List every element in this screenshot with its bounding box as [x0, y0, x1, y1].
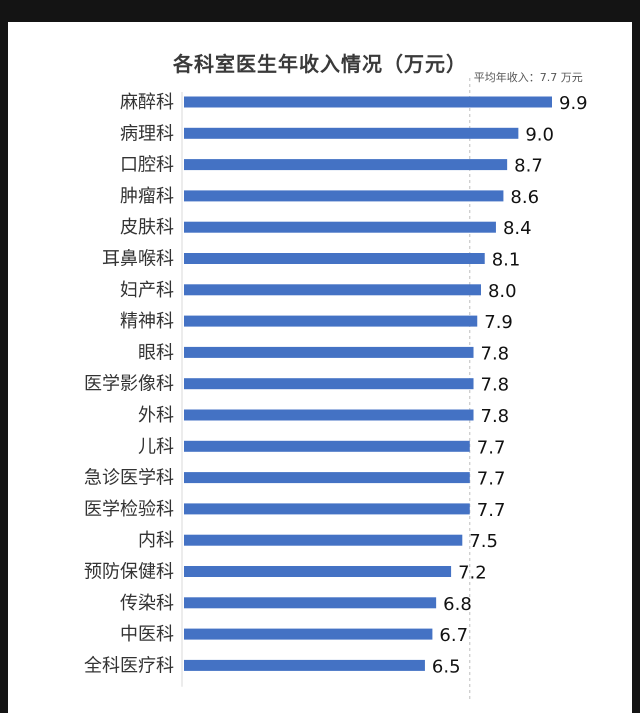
bar: [184, 659, 425, 671]
bar: [184, 190, 504, 202]
data-label: 8.0: [488, 281, 517, 302]
category-label: 中医科: [120, 624, 174, 645]
average-label: 平均年收入：7.7 万元: [474, 70, 583, 84]
data-label: 6.8: [443, 594, 472, 615]
category-label: 外科: [138, 405, 174, 426]
bar: [184, 127, 519, 139]
category-label: 皮肤科: [120, 217, 174, 238]
bar: [184, 159, 508, 171]
category-label: 预防保健科: [84, 562, 174, 583]
category-label: 病理科: [120, 123, 174, 144]
bar: [184, 472, 470, 484]
category-label: 全科医疗科: [84, 655, 174, 676]
category-label: 精神科: [120, 311, 174, 332]
data-label: 7.9: [484, 312, 513, 333]
data-label: 7.7: [477, 469, 506, 490]
data-label: 8.4: [503, 218, 532, 239]
chart-title: 各科室医生年收入情况（万元）: [173, 52, 467, 76]
category-label: 耳鼻喉科: [102, 249, 174, 270]
bar: [184, 346, 474, 358]
data-label: 7.2: [458, 563, 487, 584]
bar: [184, 409, 474, 421]
data-label: 7.8: [481, 343, 510, 364]
bar: [184, 221, 496, 233]
category-label: 医学影像科: [84, 374, 174, 395]
data-label: 8.6: [510, 187, 539, 208]
data-label: 9.0: [525, 124, 554, 145]
bar: [184, 597, 437, 609]
bar: [184, 503, 470, 515]
data-label: 7.7: [477, 437, 506, 458]
data-label: 7.8: [481, 406, 510, 427]
bar: [184, 628, 433, 640]
category-label: 急诊医学科: [84, 468, 174, 489]
data-label: 7.5: [469, 531, 498, 552]
category-label: 口腔科: [120, 155, 174, 176]
chart-card: 各科室医生年收入情况（万元） 平均年收入：7.7 万元麻醉科 9.9 病理科 9.0 口…: [8, 22, 632, 713]
data-label: 8.1: [492, 250, 521, 271]
bar: [184, 284, 481, 296]
data-label: 7.8: [481, 375, 510, 396]
data-label: 7.7: [477, 500, 506, 521]
bar: [184, 96, 552, 108]
bar: [184, 534, 463, 546]
bar: [184, 566, 452, 577]
data-label: 9.9: [559, 93, 588, 114]
category-label: 肿瘤科: [120, 186, 174, 207]
category-label: 眼科: [138, 342, 174, 363]
category-label: 儿科: [138, 436, 174, 457]
category-label: 传染科: [120, 593, 174, 614]
category-label: 麻醉科: [120, 92, 174, 113]
bar: [184, 440, 470, 452]
category-label: 医学检验科: [84, 499, 174, 520]
bar: [184, 253, 485, 264]
data-label: 6.5: [432, 656, 461, 677]
bar: [184, 378, 474, 390]
data-label: 8.7: [514, 156, 543, 177]
data-label: 6.7: [439, 625, 468, 646]
category-label: 妇产科: [120, 280, 174, 301]
bar: [184, 315, 478, 327]
category-label: 内科: [138, 530, 174, 551]
